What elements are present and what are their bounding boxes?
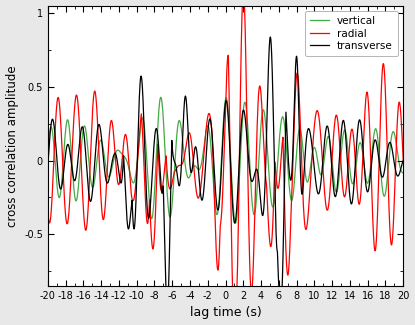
transverse bbox=[390, 150, 395, 153]
transverse bbox=[401, 158, 406, 162]
vertical bbox=[390, 131, 395, 135]
radial bbox=[195, 194, 200, 198]
radial bbox=[198, 191, 203, 195]
transverse bbox=[195, 153, 200, 157]
transverse bbox=[198, 188, 203, 192]
vertical bbox=[198, 166, 203, 170]
radial bbox=[401, 159, 406, 163]
vertical bbox=[233, 221, 238, 225]
vertical bbox=[158, 95, 163, 99]
vertical bbox=[304, 177, 309, 181]
transverse bbox=[165, 306, 170, 310]
radial bbox=[214, 258, 219, 262]
X-axis label: lag time (s): lag time (s) bbox=[190, 306, 261, 319]
transverse bbox=[268, 35, 273, 39]
radial bbox=[372, 248, 377, 252]
Y-axis label: cross correlation amplitude: cross correlation amplitude bbox=[5, 65, 19, 227]
Line: radial: radial bbox=[48, 0, 403, 325]
transverse bbox=[372, 138, 377, 142]
vertical bbox=[401, 171, 406, 175]
radial bbox=[304, 227, 309, 231]
transverse bbox=[45, 164, 50, 168]
vertical bbox=[45, 148, 50, 152]
vertical bbox=[372, 128, 377, 132]
Line: vertical: vertical bbox=[48, 97, 403, 223]
Line: transverse: transverse bbox=[48, 37, 403, 308]
transverse bbox=[304, 139, 309, 143]
transverse bbox=[214, 204, 219, 208]
radial bbox=[390, 236, 395, 240]
radial bbox=[45, 210, 50, 214]
vertical bbox=[214, 213, 219, 216]
vertical bbox=[195, 166, 200, 170]
Legend: vertical, radial, transverse: vertical, radial, transverse bbox=[305, 11, 398, 57]
